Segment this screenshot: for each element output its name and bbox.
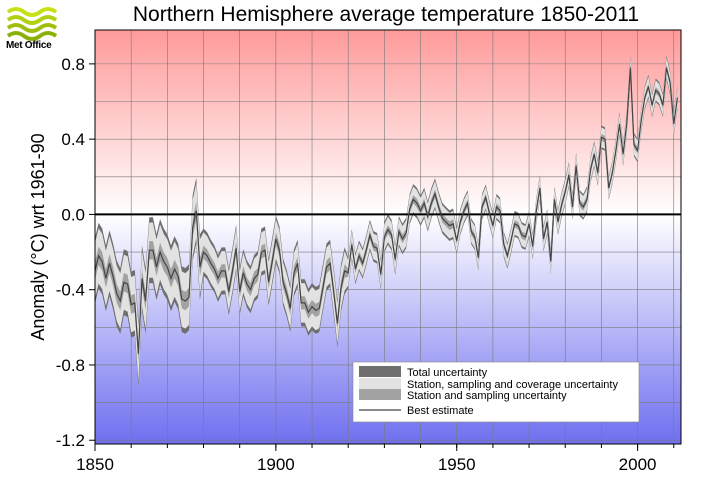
legend-swatch (359, 378, 401, 389)
legend-entry-label: Total uncertainty (407, 367, 488, 379)
x-tick-label: 2000 (619, 455, 657, 474)
x-tick-label: 1850 (76, 455, 114, 474)
y-axis: 0.8 0.4 0.0 -0.4 -0.8 -1.2 (56, 55, 95, 450)
legend-swatch (359, 366, 401, 377)
x-tick-label: 1900 (257, 455, 295, 474)
y-tick-label: 0.0 (61, 205, 85, 224)
grid (95, 30, 681, 444)
y-axis-label: Anomaly (°C) wrt 1961-90 (28, 133, 48, 340)
y-tick-label: -0.8 (56, 356, 85, 375)
legend-entry-label: Station, sampling and coverage uncertain… (407, 379, 618, 391)
chart-title: Northern Hemisphere average temperature … (133, 3, 639, 26)
x-axis: 1850 1900 1950 2000 (76, 444, 675, 474)
met-office-logo-waves-icon (6, 7, 58, 41)
coverage-uncertainty-band (95, 57, 678, 382)
best-estimate-series (94, 67, 678, 354)
y-tick-label: -0.4 (56, 281, 85, 300)
plot-frame (94, 29, 682, 445)
x-tick-label: 1950 (438, 455, 476, 474)
logo-text: Met Office (6, 40, 52, 51)
y-tick-label: 0.4 (61, 130, 85, 149)
y-tick-label: -1.2 (56, 431, 85, 450)
y-tick-label: 0.8 (61, 55, 85, 74)
legend-entry-label: Station and sampling uncertainty (407, 390, 567, 402)
legend-swatch (359, 389, 401, 400)
best-estimate-line (94, 67, 678, 354)
met-office-logo (6, 6, 66, 56)
legend-entry-label: Best estimate (407, 405, 474, 417)
